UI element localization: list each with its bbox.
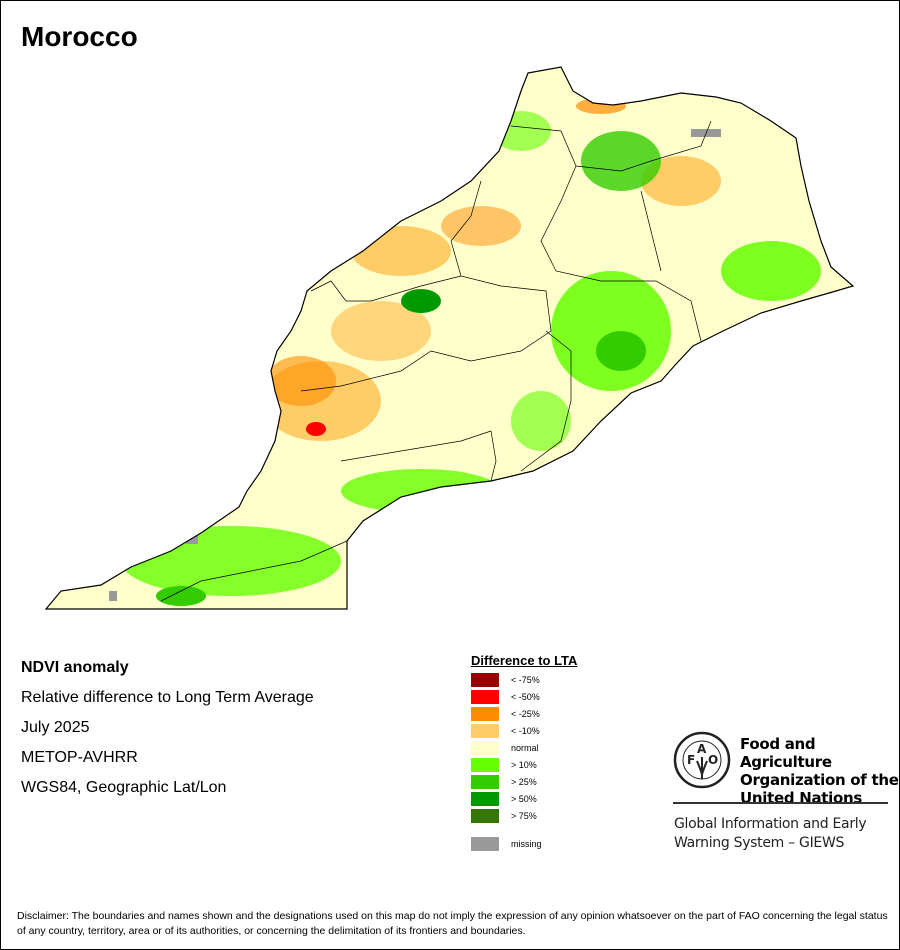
legend-title: Difference to LTA [471,653,578,668]
legend-label: missing [511,839,542,849]
svg-text:O: O [708,753,718,767]
legend-swatch [471,690,499,704]
fao-name: Food and Agriculture Organization of the… [740,735,899,807]
legend-item: < -25% [471,707,540,721]
svg-text:A: A [697,742,707,756]
normal-area [46,67,853,609]
legend-label: normal [511,743,539,753]
legend-label: > 10% [511,760,537,770]
legend-swatch [471,837,499,851]
legend-item: missing [471,837,542,851]
period: July 2025 [21,719,90,736]
legend-swatch [471,741,499,755]
svg-text:F: F [687,753,695,767]
anomaly-patch [721,241,821,301]
legend-item: > 25% [471,775,537,789]
anomaly-patch [341,469,501,513]
legend-item: > 50% [471,792,537,806]
anomaly-patch [156,586,206,606]
product-name: NDVI anomaly [21,659,129,676]
anomaly-patch [331,301,431,361]
missing-patch [109,591,117,601]
legend-swatch [471,673,499,687]
giews-name: Global Information and Early Warning Sys… [674,816,867,851]
legend-item: < -50% [471,690,540,704]
anomaly-patch [511,391,571,451]
legend-item: < -75% [471,673,540,687]
anomaly-patch [596,331,646,371]
legend-swatch [471,775,499,789]
ndvi-anomaly-map [44,66,855,610]
legend-item: > 75% [471,809,537,823]
anomaly-patch [551,271,671,391]
legend-label: < -10% [511,726,540,736]
sensor: METOP-AVHRR [21,749,138,766]
legend-swatch [471,707,499,721]
legend-item: < -10% [471,724,540,738]
anomaly-patch [401,289,441,313]
legend-label: < -50% [511,692,540,702]
anomaly-patch [121,526,341,596]
legend-swatch [471,792,499,806]
anomaly-patch [266,356,336,406]
admin-boundaries [160,120,712,602]
anomaly-patch [306,422,326,436]
anomaly-patch [641,156,721,206]
anomaly-patch [491,111,551,151]
anomaly-patch [576,98,626,114]
anomaly-patch [581,131,661,191]
disclaimer: Disclaimer: The boundaries and names sho… [17,910,888,937]
legend-swatch [471,724,499,738]
legend-swatch [471,758,499,772]
legend-label: < -25% [511,709,540,719]
fao-logo: F A O [673,731,731,789]
anomaly-patch [441,206,521,246]
missing-patch [186,536,198,544]
divider [673,802,888,804]
legend-label: > 25% [511,777,537,787]
product-description: Relative difference to Long Term Average [21,689,314,706]
legend-item: normal [471,741,539,755]
anomaly-patch [351,226,451,276]
projection: WGS84, Geographic Lat/Lon [21,779,227,796]
legend-label: > 75% [511,811,537,821]
legend-label: < -75% [511,675,540,685]
legend-swatch [471,809,499,823]
country-outline [44,66,855,610]
map-title: Morocco [21,21,138,52]
legend-label: > 50% [511,794,537,804]
legend-item: > 10% [471,758,537,772]
